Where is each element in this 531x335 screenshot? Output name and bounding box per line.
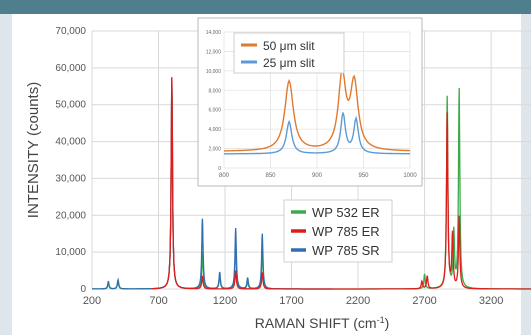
inset-x-tick-label: 950 xyxy=(358,173,369,179)
main-legend: WP 532 ER WP 785 ER WP 785 SR xyxy=(283,199,393,263)
inset-y-tick-label: 6,000 xyxy=(208,108,221,114)
y-axis-label: INTENSITY (counts) xyxy=(25,82,42,218)
main-x-tick-label: 1700 xyxy=(279,295,303,307)
inset-series-line-50-m-slit xyxy=(224,66,410,152)
main-x-tick-label: 2200 xyxy=(346,295,370,307)
main-x-tick-label: 1200 xyxy=(213,295,237,307)
inset-x-tick-label: 800 xyxy=(219,173,230,179)
main-series-group xyxy=(92,77,531,290)
inset-y-tick-label: 14,000 xyxy=(206,30,222,36)
inset-y-tick-label: 0 xyxy=(218,166,221,172)
inset-legend-label-50um: 50 μm slit xyxy=(263,39,315,53)
inset-y-tick-label: 12,000 xyxy=(206,49,222,55)
main-y-tick-label: 50,000 xyxy=(55,100,86,111)
inset-legend-label-25um: 25 μm slit xyxy=(263,56,315,70)
main-y-tick-label: 70,000 xyxy=(55,26,86,37)
main-y-tick-label: 60,000 xyxy=(55,63,86,74)
inset-legend-box xyxy=(233,32,345,74)
inset-y-tick-labels: 0 2,000 4,000 6,000 8,000 10,000 12,000 14,000 xyxy=(206,30,222,172)
inset-series-line-25-m-slit xyxy=(224,112,410,155)
main-x-tick-label: 2700 xyxy=(412,295,436,307)
main-y-tick-label: 40,000 xyxy=(55,137,86,148)
inset-x-tick-label: 850 xyxy=(265,173,276,179)
main-x-tick-label: 700 xyxy=(149,295,167,307)
main-y-tick-label: 30,000 xyxy=(55,173,86,184)
legend-label-wp785er: WP 785 ER xyxy=(312,224,380,239)
header-bar xyxy=(0,0,531,14)
inset-x-tick-label: 900 xyxy=(312,173,323,179)
inset-x-tick-label: 1000 xyxy=(403,173,417,179)
x-axis-label: RAMAN SHIFT (cm-1) xyxy=(255,315,390,331)
legend-label-wp785sr: WP 785 SR xyxy=(312,243,380,258)
inset-series-group xyxy=(224,66,410,155)
main-y-tick-label: 10,000 xyxy=(55,247,86,258)
inset-y-tick-label: 2,000 xyxy=(208,147,221,153)
inset-chart: 02,0004,0006,0008,00010,00012,00014,000 … xyxy=(197,17,423,187)
main-x-tick-label: 200 xyxy=(83,295,101,307)
main-y-tick-label: 20,000 xyxy=(55,210,86,221)
main-x-tick-labels: 200 700 1200 1700 2200 2700 3200 xyxy=(83,295,504,307)
series-line-wp-785-er xyxy=(151,77,531,290)
inset-legend: 50 μm slit 25 μm slit xyxy=(233,32,345,74)
inset-y-tick-label: 10,000 xyxy=(206,69,222,75)
main-y-tick-labels: 0 10,000 20,000 30,000 40,000 50,000 60,000 70,… xyxy=(55,26,86,295)
inset-y-tick-label: 8,000 xyxy=(208,88,221,94)
main-x-tick-label: 3200 xyxy=(479,295,503,307)
inset-y-tick-label: 4,000 xyxy=(208,127,221,133)
main-y-tick-label: 0 xyxy=(80,284,86,295)
inset-x-tick-labels: 800 850 900 950 1000 xyxy=(219,173,417,179)
legend-label-wp532er: WP 532 ER xyxy=(312,205,380,220)
